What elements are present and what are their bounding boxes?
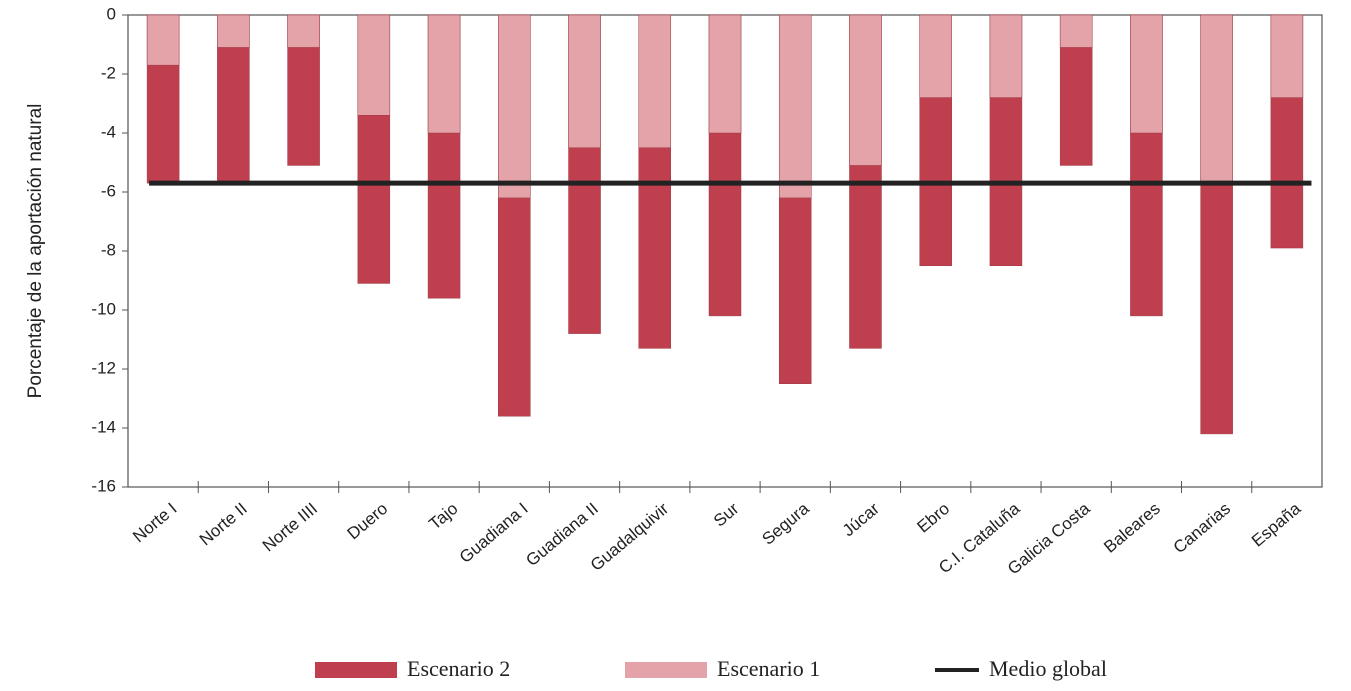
legend-swatch: [315, 662, 397, 678]
bar: [287, 14, 320, 48]
bar: [427, 14, 461, 134]
x-tick-label: Tajo: [425, 499, 461, 534]
x-tick-label: Ebro: [913, 499, 953, 537]
x-tick-label: Guadiana I: [456, 499, 532, 567]
bar: [708, 14, 742, 134]
y-tick-label: -2: [101, 63, 116, 82]
y-tick-label: -14: [91, 417, 116, 436]
legend-swatch: [625, 662, 707, 678]
y-tick-label: -6: [101, 181, 116, 200]
y-tick-label: -16: [91, 476, 116, 495]
legend: Escenario 2 Escenario 1 Medio global: [315, 656, 1107, 681]
legend-label: Escenario 2: [407, 656, 510, 681]
bar: [1130, 14, 1163, 134]
bar: [146, 14, 180, 66]
y-tick-label: -4: [101, 122, 116, 141]
x-tick-label: Norte IIII: [259, 499, 321, 555]
bar: [357, 14, 391, 116]
legend-label: Medio global: [989, 656, 1107, 681]
bar: [217, 14, 250, 48]
y-axis-label: Porcentaje de la aportación natural: [25, 104, 46, 399]
legend-label: Escenario 1: [717, 656, 820, 681]
bar: [849, 14, 882, 166]
bar: [498, 14, 531, 199]
x-tick-label: Baleares: [1100, 499, 1164, 557]
x-tick-label: Duero: [344, 499, 392, 543]
bar: [1200, 14, 1233, 184]
y-tick-label: 0: [107, 4, 116, 23]
x-tick-label: Norte I: [129, 499, 180, 546]
y-tick-label: -10: [91, 299, 116, 318]
bar: [778, 14, 812, 199]
x-tick-label: Guadalquivir: [587, 499, 673, 575]
bar: [568, 14, 601, 148]
bar: [1270, 14, 1304, 98]
y-tick-label: -8: [101, 240, 116, 259]
bar: [919, 14, 952, 98]
x-tick-label: Sur: [710, 499, 743, 531]
y-tick-label: -12: [91, 358, 116, 377]
bar: [1059, 14, 1093, 48]
bar: [638, 14, 672, 148]
x-tick-label: España: [1248, 499, 1305, 551]
x-tick-label: Norte II: [196, 499, 251, 549]
bar: [989, 14, 1023, 98]
x-tick-label: Segura: [758, 499, 813, 549]
x-tick-label: Canarias: [1170, 499, 1234, 557]
x-tick-label: Júcar: [839, 499, 883, 540]
